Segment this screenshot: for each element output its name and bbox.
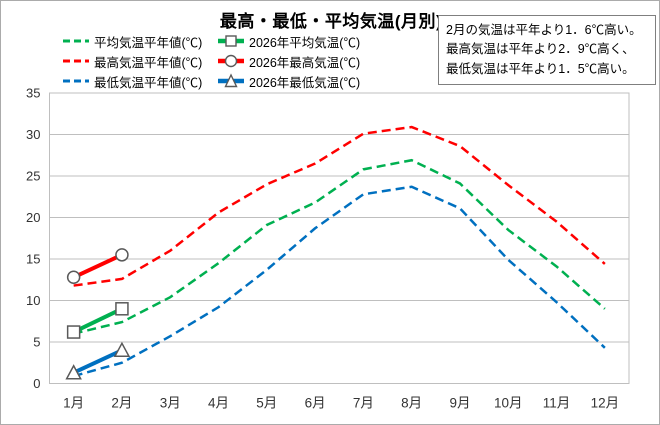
annotation-box: 2月の気温は平年より1．6℃高い。 最高気温は平年より2．9℃高く、 最低気温は… (438, 15, 656, 86)
x-axis-tick-label: 12月 (591, 396, 620, 411)
x-axis-tick-label: 11月 (543, 396, 571, 411)
chart-title: 最高・最低・平均気温(月別) (219, 12, 443, 31)
y-axis-tick-label: 20 (26, 210, 40, 225)
legend-label: 最高気温平年値(℃) (94, 55, 203, 70)
y-axis-tick-label: 30 (26, 127, 40, 142)
series-line-2026-average (72, 306, 123, 334)
x-axis-tick-label: 9月 (449, 396, 470, 411)
annotation-line: 最低気温は平年より1．5℃高い。 (446, 61, 635, 76)
square-marker-icon (225, 35, 237, 47)
x-axis-tick-label: 7月 (353, 396, 374, 411)
annotation-line: 最高気温は平年より2．9℃高く、 (446, 42, 635, 57)
solid-line-circle-sample (218, 54, 244, 68)
legend-row-low: 最低気温平年値(℃) 2026年最低気温(℃) (61, 71, 360, 91)
triangle-marker-icon (65, 364, 82, 380)
solid-line-triangle-sample (218, 73, 244, 88)
triangle-marker-icon (113, 341, 131, 358)
y-axis-tick-label: 15 (26, 252, 40, 267)
legend-row-high: 最高気温平年値(℃) 2026年最高気温(℃) (61, 51, 360, 71)
x-axis-tick-label: 5月 (256, 396, 277, 411)
legend-item-low-normal: 最低気温平年値(℃) (61, 72, 216, 91)
series-line-normal-high (73, 125, 606, 287)
triangle-marker-icon (224, 73, 238, 88)
x-axis-tick-label: 8月 (401, 396, 422, 411)
legend-label: 2026年平均気温(℃) (249, 35, 361, 50)
circle-marker-icon (66, 270, 81, 285)
x-axis-tick-label: 1月 (63, 396, 84, 411)
legend-row-average: 平均気温平年値(℃) 2026年平均気温(℃) (61, 31, 360, 51)
legend-label: 2026年最低気温(℃) (249, 75, 361, 90)
square-marker-icon (66, 325, 81, 339)
dashed-line-sample (63, 59, 89, 63)
y-axis-tick-label: 5 (33, 335, 40, 350)
x-axis-tick-label: 4月 (208, 396, 229, 411)
y-axis-tick-label: 35 (26, 86, 40, 101)
y-axis-tick-label: 25 (26, 169, 40, 184)
x-axis-tick-label: 6月 (305, 396, 326, 411)
y-axis-tick-label: 0 (33, 376, 40, 391)
x-axis-tick-label: 10月 (494, 396, 523, 411)
plot-border (49, 92, 630, 384)
legend-item-high-2026: 2026年最高気温(℃) (216, 52, 360, 71)
legend-label: 最低気温平年値(℃) (94, 75, 203, 90)
circle-marker-icon (115, 248, 129, 262)
chart-legend: 平均気温平年値(℃) 2026年平均気温(℃) 最高気温平年値(℃) (61, 31, 360, 91)
annotation-line: 2月の気温は平年より1．6℃高い。 (446, 23, 642, 37)
series-line-2026-high (72, 253, 123, 280)
dashed-line-sample (63, 39, 89, 43)
legend-label: 平均気温平年値(℃) (94, 35, 203, 50)
square-marker-icon (115, 302, 129, 316)
x-axis-tick-label: 2月 (111, 396, 132, 411)
x-axis-tick-label: 3月 (160, 396, 181, 411)
legend-label: 2026年最高気温(℃) (249, 55, 361, 70)
series-line-normal-low (73, 185, 606, 378)
legend-item-average-normal: 平均気温平年値(℃) (61, 32, 216, 51)
legend-item-low-2026: 2026年最低気温(℃) (216, 72, 360, 91)
y-axis-tick-label: 10 (26, 293, 40, 308)
legend-item-high-normal: 最高気温平年値(℃) (61, 52, 216, 71)
solid-line-square-sample (218, 35, 244, 47)
series-line-2026-low (72, 348, 123, 375)
circle-marker-icon (224, 54, 238, 68)
series-line-normal-average (73, 158, 606, 335)
legend-item-average-2026: 2026年平均気温(℃) (216, 32, 360, 51)
dashed-line-sample (63, 79, 89, 83)
